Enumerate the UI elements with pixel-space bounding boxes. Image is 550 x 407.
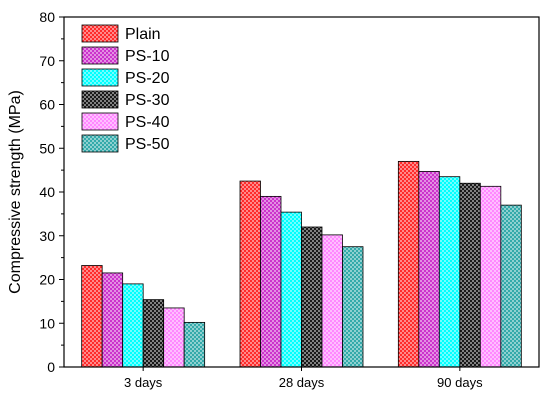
- bar-ps-20-3-days: [122, 283, 144, 368]
- bar-ps-40-3-days: [163, 307, 185, 368]
- bar-ps-10-90-days: [418, 171, 440, 368]
- y-tick-label: 60: [39, 97, 55, 113]
- bar-ps-20-28-days: [280, 211, 302, 368]
- legend-swatch-ps-40: [81, 112, 119, 131]
- y-tick-label: 10: [39, 315, 55, 331]
- y-tick-label: 40: [39, 184, 55, 200]
- bar-ps-40-28-days: [321, 234, 343, 368]
- y-tick-label: 0: [47, 359, 55, 375]
- legend-label-plain: Plain: [125, 26, 161, 43]
- legend-label-ps-40: PS-40: [125, 114, 170, 131]
- x-tick-label: 90 days: [437, 375, 483, 390]
- legend-swatch-ps-50: [81, 134, 119, 153]
- legend: Plain PS-10 PS-20 PS-30 PS-40 PS-50: [81, 24, 170, 153]
- legend-label-ps-50: PS-50: [125, 136, 170, 153]
- bar-ps-40-90-days: [479, 185, 502, 368]
- y-tick-label: 30: [39, 228, 55, 244]
- bar-plain-3-days: [81, 265, 103, 368]
- x-tick-label: 28 days: [279, 375, 325, 390]
- legend-swatch-ps-30: [81, 90, 119, 109]
- bar-ps-50-90-days: [500, 204, 522, 368]
- y-axis-label: Compressive strength (MPa): [7, 90, 24, 294]
- legend-swatch-plain: [81, 24, 119, 43]
- y-tick-label: 50: [39, 140, 55, 156]
- y-tick-label: 80: [39, 9, 55, 25]
- bar-ps-50-28-days: [342, 246, 364, 368]
- bars-layer: [81, 160, 522, 368]
- axes-layer: 3 days 28 days 90 days 0 10 20 30 40 50 60 70 80: [39, 9, 483, 390]
- legend-swatch-ps-10: [81, 46, 119, 65]
- legend-label-ps-30: PS-30: [125, 92, 170, 109]
- bar-ps-10-28-days: [260, 195, 282, 368]
- bar-ps-50-3-days: [183, 321, 206, 368]
- x-tick-label: 3 days: [124, 375, 163, 390]
- y-tick-label: 70: [39, 53, 55, 69]
- legend-label-ps-20: PS-20: [125, 70, 170, 87]
- legend-label-ps-10: PS-10: [125, 48, 170, 65]
- legend-swatch-ps-20: [81, 68, 119, 87]
- bar-plain-28-days: [239, 180, 261, 368]
- bar-ps-20-90-days: [438, 176, 461, 368]
- bar-ps-10-3-days: [101, 272, 124, 368]
- bar-ps-30-3-days: [142, 299, 165, 368]
- bar-plain-90-days: [397, 160, 420, 368]
- bar-ps-30-28-days: [301, 226, 323, 368]
- bar-ps-30-90-days: [459, 182, 481, 368]
- y-tick-label: 20: [39, 272, 55, 288]
